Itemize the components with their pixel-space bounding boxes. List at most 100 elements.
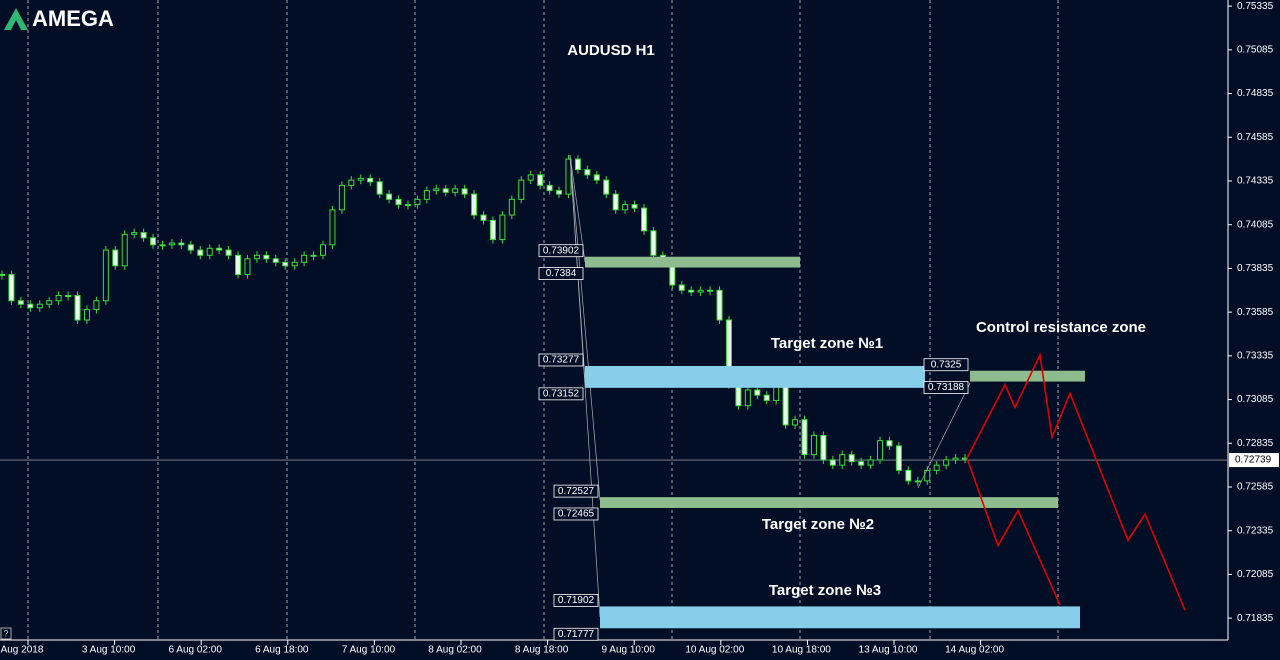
x-tick-label: 10 Aug 02:00	[685, 645, 744, 656]
zone-price-label: 0.72527	[558, 486, 595, 497]
candle	[763, 394, 770, 401]
candle	[83, 309, 90, 321]
zone-label: Target zone №3	[769, 582, 881, 599]
candle	[263, 254, 270, 260]
help-box	[0, 627, 12, 640]
x-tick-label: 6 Aug 02:00	[169, 645, 223, 656]
x-tick-label: 7 Aug 10:00	[342, 645, 396, 656]
candle	[820, 434, 827, 461]
candle	[121, 233, 128, 267]
zone-price-box	[538, 267, 584, 280]
candle	[17, 300, 24, 305]
y-tick-label: 0.72085	[1237, 569, 1274, 580]
candle	[782, 384, 789, 426]
zone	[585, 365, 925, 388]
candle	[650, 230, 657, 256]
candle	[924, 469, 931, 482]
candle	[754, 389, 761, 396]
help-icon: ?	[3, 628, 8, 638]
zone	[585, 256, 800, 268]
candle	[187, 244, 194, 251]
brand: AMEGA	[32, 6, 114, 31]
candle	[574, 158, 581, 171]
zone-price-label: 0.7325	[931, 359, 962, 370]
zone-label: Control resistance zone	[976, 319, 1146, 336]
guide-line	[569, 154, 586, 263]
candle	[282, 261, 289, 267]
candle	[27, 303, 34, 309]
candle	[102, 249, 109, 302]
candle	[688, 289, 695, 293]
candle	[348, 179, 355, 186]
candle	[480, 214, 487, 221]
zone-price-label: 0.71777	[558, 629, 595, 640]
zone-price-box	[923, 381, 969, 394]
candle	[112, 249, 119, 267]
candle	[338, 184, 345, 211]
candle	[442, 188, 449, 193]
candle	[357, 177, 364, 181]
zone-price-box	[553, 594, 599, 607]
zone-price-box	[553, 507, 599, 521]
candle	[414, 198, 421, 206]
candle	[216, 247, 223, 251]
candle	[225, 249, 232, 256]
candle	[452, 188, 459, 193]
x-tick-label: Aug 2018	[1, 645, 44, 656]
candle	[839, 454, 846, 466]
zone-price-label: 0.72465	[558, 509, 595, 520]
current-price-box	[1229, 453, 1279, 468]
forecast-line	[966, 352, 1186, 611]
y-tick-label: 0.72335	[1237, 525, 1274, 536]
candle	[376, 181, 383, 195]
zone-price-label: 0.73152	[543, 388, 580, 399]
candle	[168, 242, 175, 246]
zone-price-label: 0.73902	[543, 245, 580, 256]
candle	[943, 459, 950, 466]
candle	[810, 434, 817, 456]
candle	[877, 440, 884, 461]
candle	[55, 295, 62, 302]
candle	[244, 258, 251, 276]
y-tick-label: 0.72835	[1237, 438, 1274, 449]
candle	[386, 193, 393, 200]
y-tick-label: 0.74835	[1237, 88, 1274, 99]
candle	[178, 242, 185, 246]
candle	[631, 204, 638, 209]
candle	[471, 193, 478, 216]
candle	[952, 457, 959, 461]
zone	[600, 606, 1080, 629]
candle	[0, 274, 5, 277]
x-tick-label: 3 Aug 10:00	[82, 645, 136, 656]
x-tick-label: 10 Aug 18:00	[772, 645, 831, 656]
y-tick-label: 0.75335	[1237, 1, 1274, 12]
candle	[735, 384, 742, 407]
zone-price-box	[538, 353, 584, 367]
candle	[622, 204, 629, 211]
candle	[801, 419, 808, 456]
y-tick-label: 0.73085	[1237, 394, 1274, 405]
candle	[518, 179, 525, 200]
candle	[829, 459, 836, 466]
candle	[367, 177, 374, 183]
candle	[291, 261, 298, 267]
candle	[46, 300, 53, 305]
chart-title: AUDUSD H1	[567, 42, 655, 59]
candle	[140, 232, 147, 239]
x-tick-label: 8 Aug 02:00	[428, 645, 482, 656]
candle	[8, 274, 15, 302]
candle	[329, 209, 336, 246]
candle	[93, 300, 100, 311]
candle	[310, 254, 317, 257]
candle	[744, 389, 751, 407]
candle	[867, 459, 874, 466]
y-tick-label: 0.74335	[1237, 176, 1274, 187]
y-tick-label: 0.72585	[1237, 482, 1274, 493]
candle	[848, 454, 855, 463]
candle	[301, 254, 308, 263]
candle	[320, 244, 326, 256]
y-tick-label: 0.73585	[1237, 307, 1274, 318]
candle	[584, 169, 591, 176]
candle	[433, 188, 440, 192]
